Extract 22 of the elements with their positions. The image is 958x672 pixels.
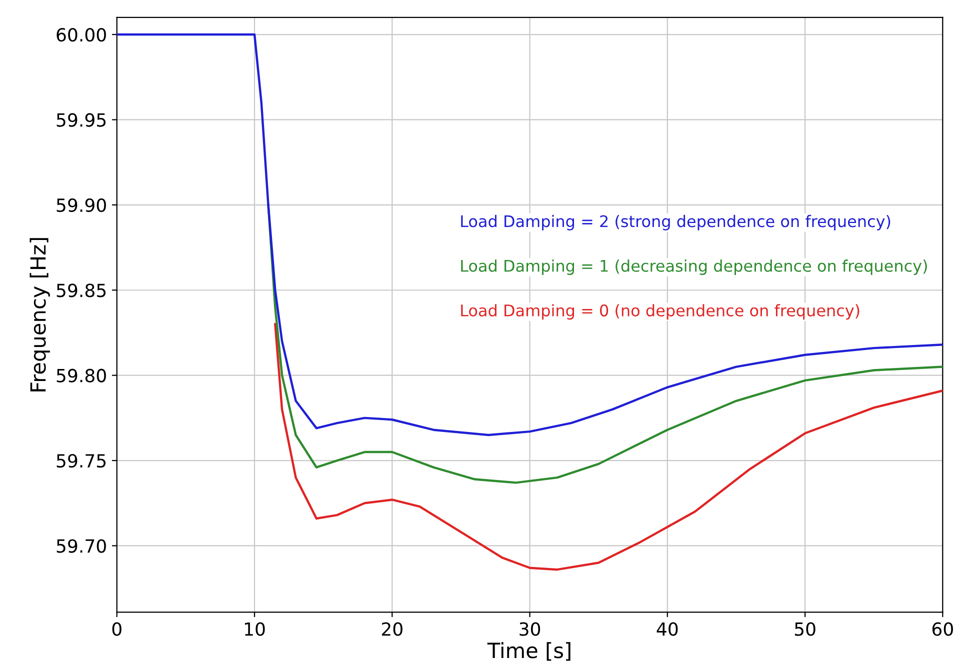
y-tick-label: 59.80: [56, 368, 106, 382]
x-tick-label: 50: [794, 622, 816, 636]
y-axis-title: Frequency [Hz]: [30, 238, 50, 392]
line-series: [116, 33, 943, 436]
x-tick-label: 10: [245, 622, 265, 636]
y-tick-label: 60.00: [56, 28, 106, 42]
text: Load Damping = 0 (no dependence on frequency): [461, 304, 860, 320]
y-tick-label: 59.85: [56, 284, 106, 298]
x-tick-label: 60: [932, 622, 953, 636]
y-tick-label: 59.95: [56, 113, 106, 127]
y-tick-label: 59.75: [56, 454, 106, 468]
y-tick-label: 59.90: [56, 198, 106, 212]
text: Load Damping = 1 (decreasing dependence on frequency): [461, 260, 927, 275]
x-tick-label: 40: [656, 622, 678, 636]
line-series: [274, 323, 943, 571]
x-tick-label: 0: [112, 622, 122, 636]
line-series: [267, 204, 943, 484]
x-tick-label: 30: [520, 622, 540, 636]
text: Load Damping = 2 (strong dependence on frequency): [461, 214, 890, 230]
x-tick-label: 20: [382, 622, 402, 636]
x-axis-title: Time [s]: [487, 642, 570, 661]
y-tick-label: 59.70: [56, 539, 106, 553]
